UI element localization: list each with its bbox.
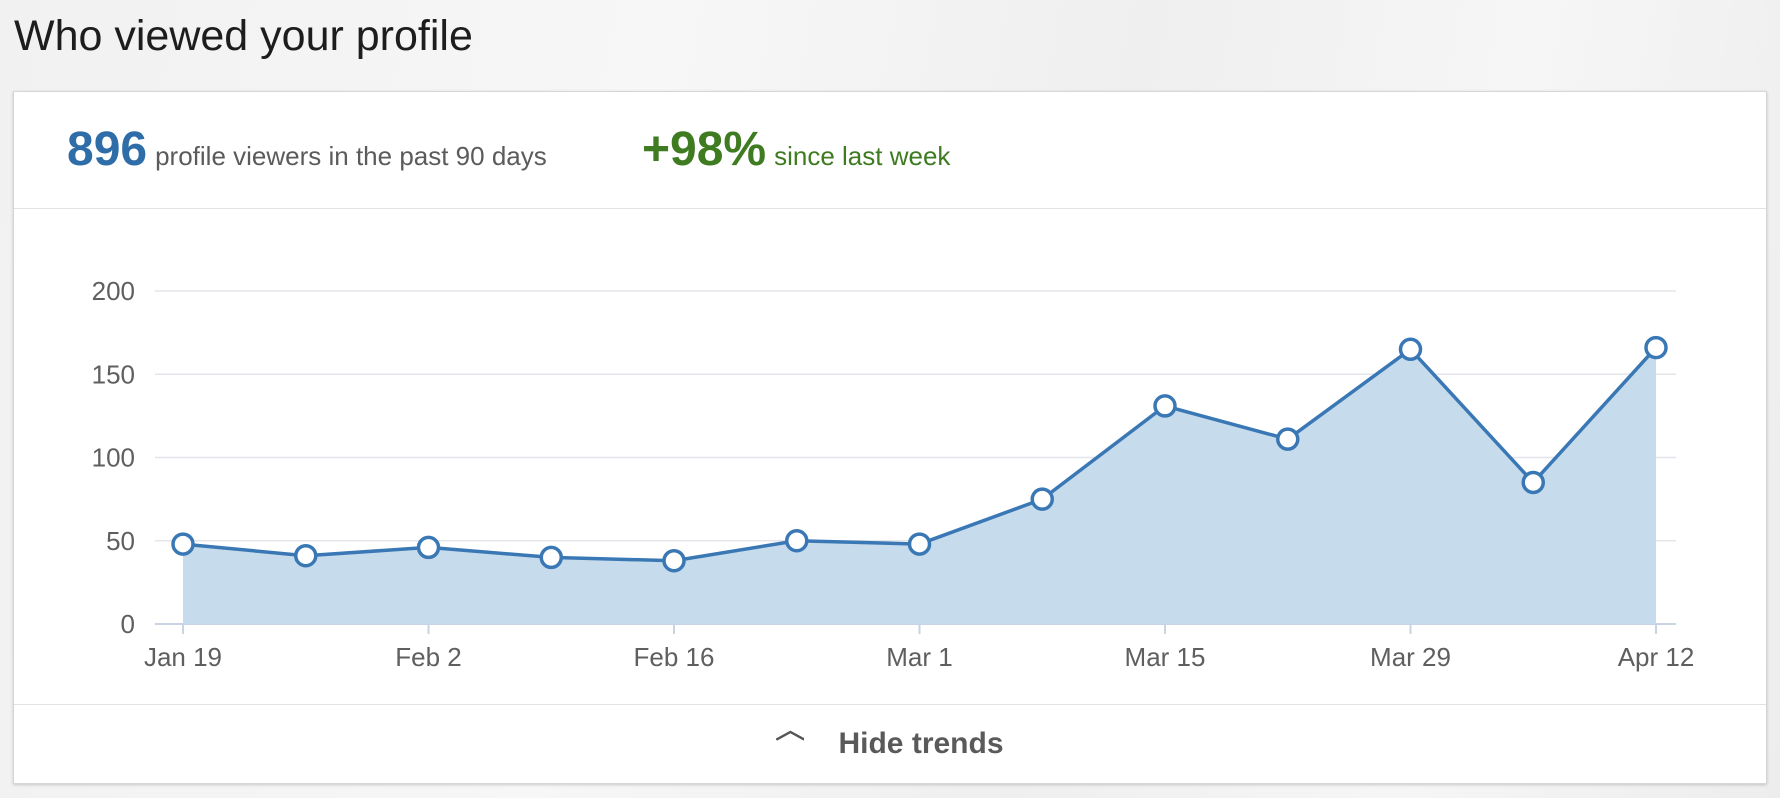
- x-axis-ticks: Jan 19 Feb 2 Feb 16 Mar 1 Mar 15 Mar 29 Apr 12: [144, 624, 1694, 672]
- area-layer: [183, 347, 1656, 624]
- data-point: [907, 532, 932, 556]
- y-tick-label: 100: [92, 443, 135, 473]
- data-point: [416, 535, 441, 560]
- chevron-up-icon: [776, 730, 805, 741]
- viewers-count: 896: [67, 123, 148, 176]
- y-tick-label: 0: [121, 609, 135, 639]
- y-tick-label: 50: [106, 526, 135, 556]
- data-point: [294, 543, 318, 568]
- stats-header: 896 profile viewers in the past 90 days +…: [14, 92, 1766, 209]
- hide-trends-button[interactable]: Hide trends: [14, 704, 1766, 783]
- series-area: [183, 347, 1656, 624]
- data-point: [1276, 427, 1300, 451]
- x-tick-label: Jan 19: [144, 642, 222, 672]
- data-point: [1521, 470, 1545, 495]
- hide-trends-label: Hide trends: [838, 727, 1004, 760]
- viewers-text: profile viewers in the past 90 days: [155, 141, 547, 171]
- data-point: [1030, 487, 1054, 511]
- x-tick-label: Apr 12: [1618, 642, 1695, 672]
- data-point: [171, 532, 195, 556]
- y-tick-label: 200: [92, 276, 135, 306]
- viewers-trend-chart: 0 50 100 150 200 Jan 19 Feb 2 Feb 16 Mar 1 Mar 1…: [92, 276, 1695, 672]
- x-tick-label: Mar 29: [1370, 642, 1451, 672]
- change-stat: +98% since last week: [642, 122, 950, 177]
- y-tick-label: 150: [92, 359, 135, 389]
- x-tick-label: Mar 15: [1125, 642, 1206, 672]
- change-text: since last week: [774, 141, 951, 171]
- x-tick-label: Feb 2: [395, 642, 462, 672]
- data-point: [1644, 335, 1668, 360]
- x-tick-label: Feb 16: [634, 642, 715, 672]
- change-value: +98%: [642, 123, 767, 176]
- data-point: [785, 529, 809, 553]
- page-title: Who viewed your profile: [14, 12, 473, 60]
- data-point: [1153, 394, 1177, 418]
- y-axis-ticks: 0 50 100 150 200: [92, 276, 135, 639]
- viewers-stat[interactable]: 896 profile viewers in the past 90 days: [67, 122, 547, 177]
- data-point: [662, 548, 686, 573]
- point-layer: [171, 335, 1668, 573]
- data-point: [539, 545, 563, 570]
- x-tick-label: Mar 1: [886, 642, 952, 672]
- data-point: [1398, 337, 1423, 362]
- profile-views-card: 896 profile viewers in the past 90 days +…: [13, 91, 1767, 784]
